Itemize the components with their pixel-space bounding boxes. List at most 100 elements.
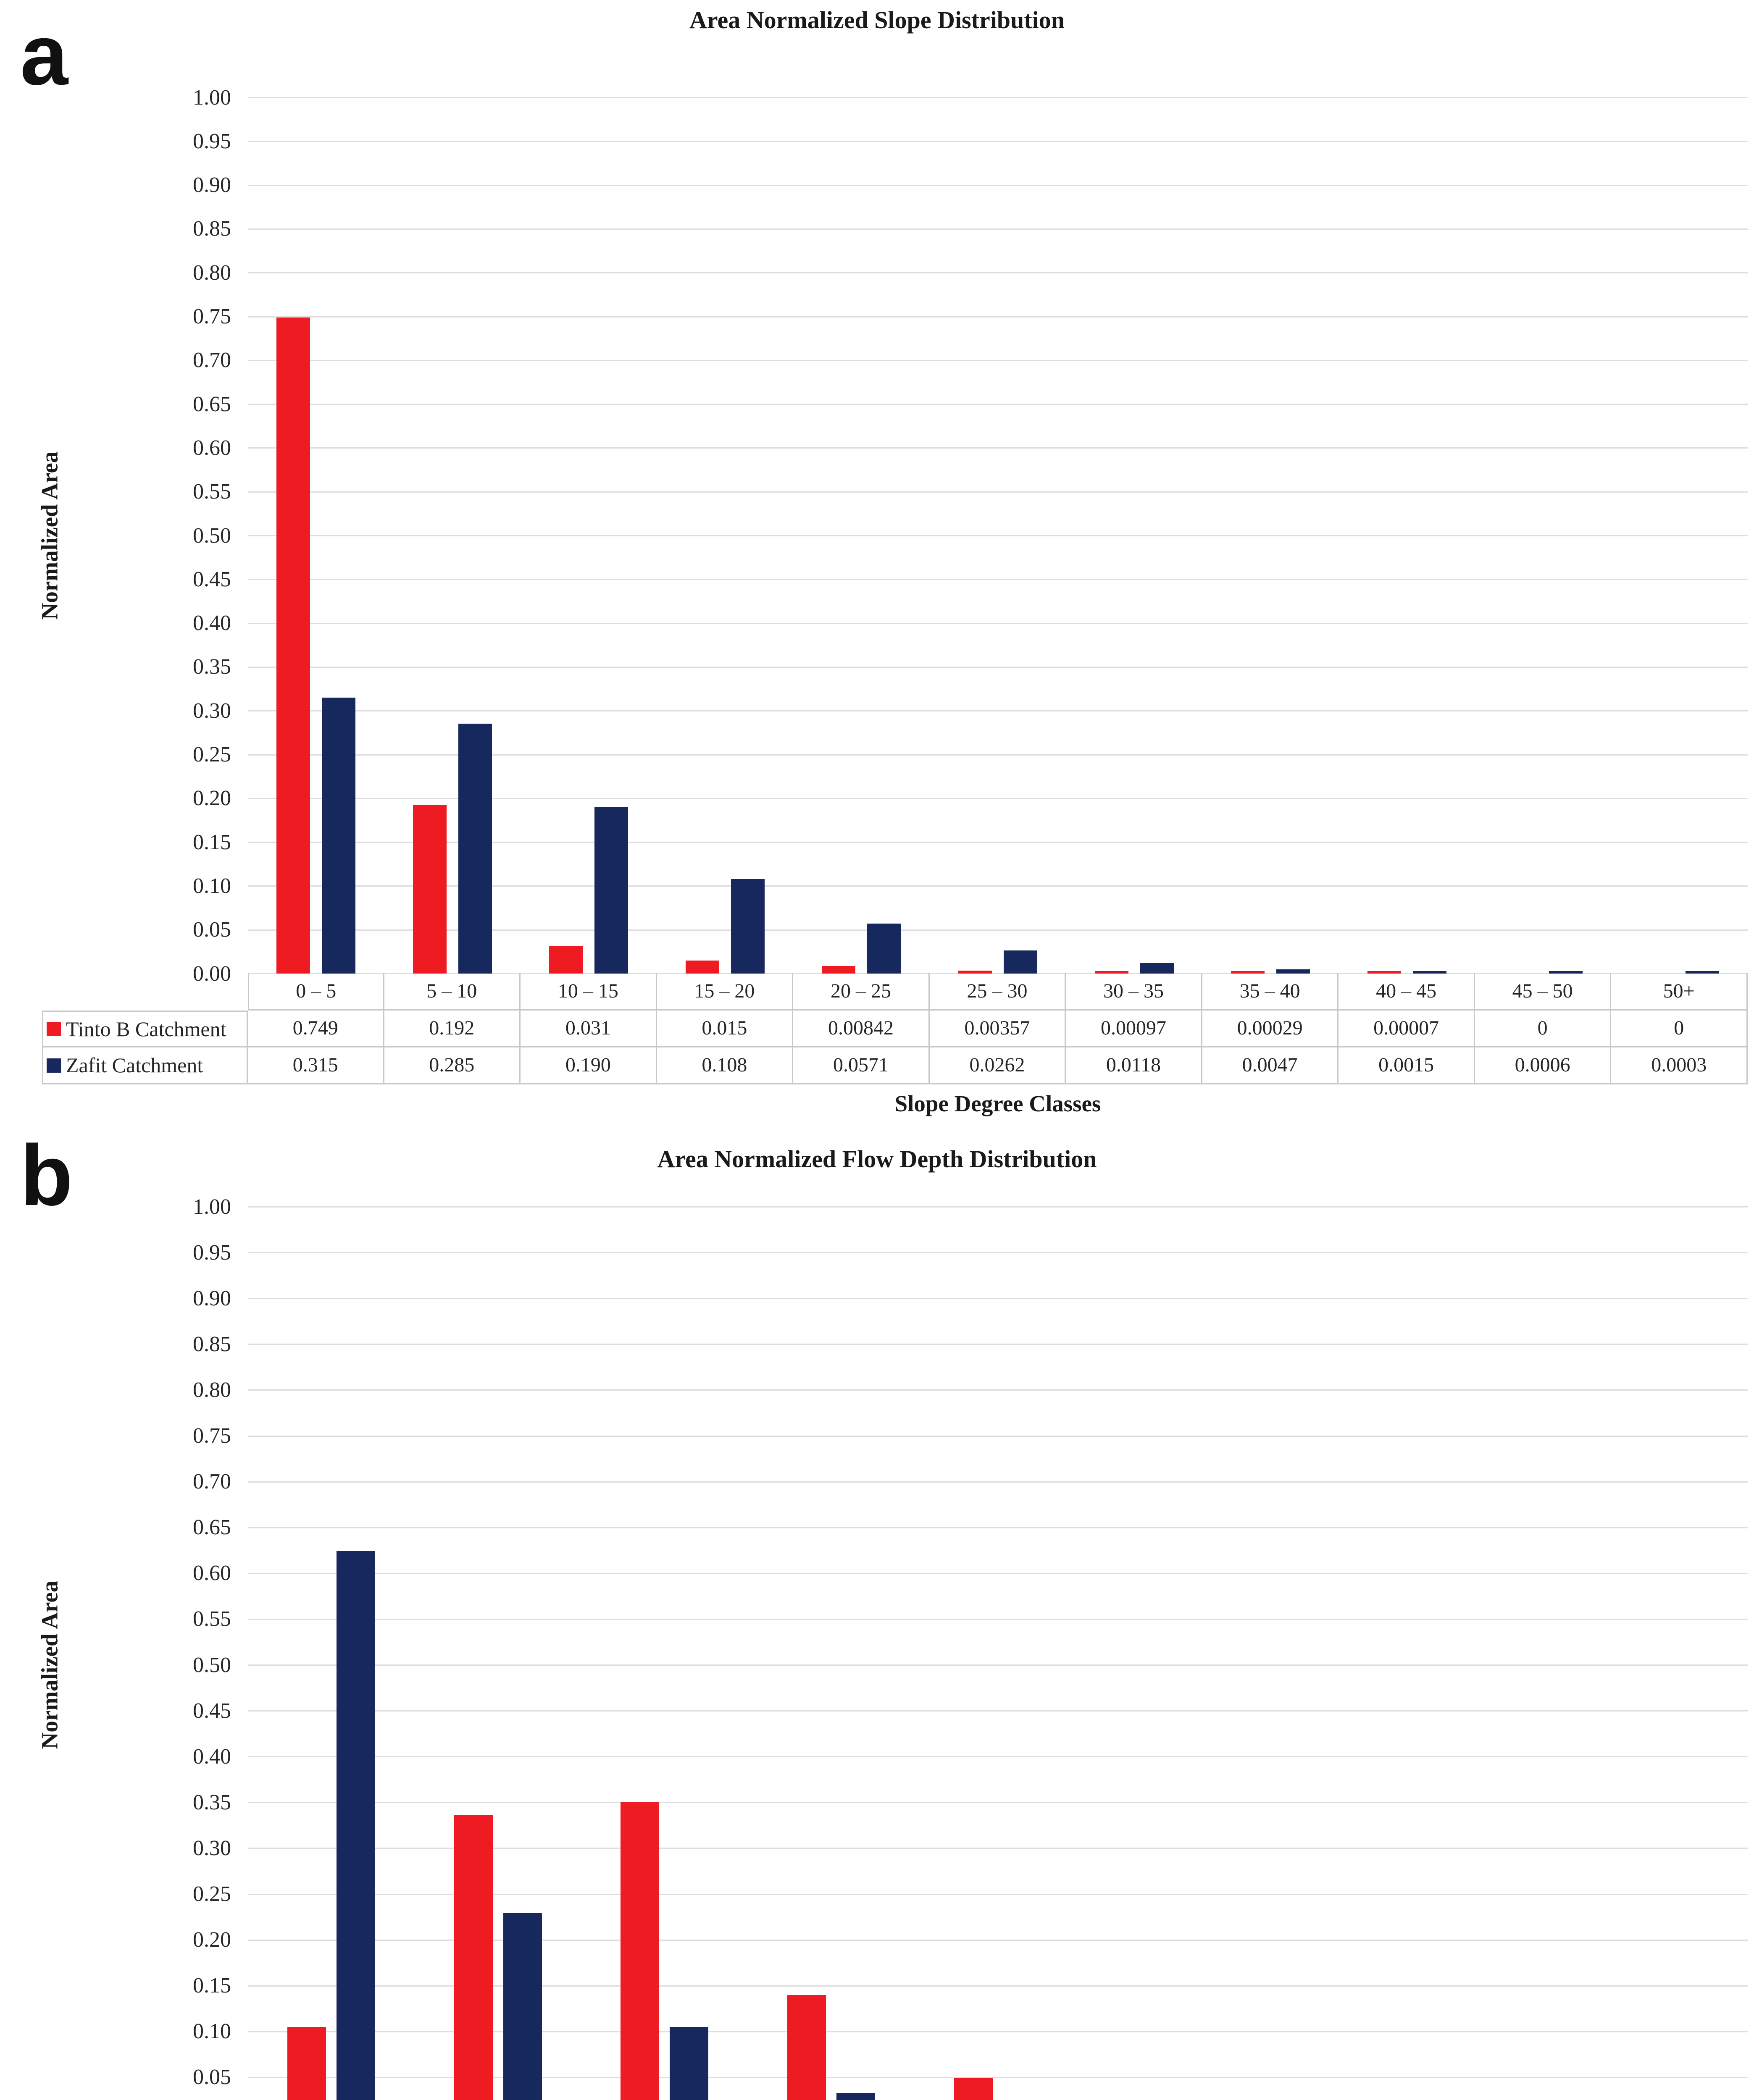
y-tick-label: 0.85	[193, 1332, 231, 1356]
gridline	[248, 710, 1748, 712]
gridline	[248, 1893, 1748, 1895]
gridline	[248, 1206, 1748, 1208]
bar-tinto-b-catchment	[276, 317, 310, 974]
y-tick-label: 0.95	[193, 129, 231, 153]
table-value-cell: 0.0006	[1475, 1047, 1612, 1084]
y-tick-label: 0.80	[193, 1378, 231, 1402]
chart-title-slope: Area Normalized Slope Distribution	[689, 6, 1065, 34]
y-axis-title-slope: Normalized Area	[37, 451, 63, 620]
gridline	[248, 666, 1748, 668]
category-header-cell: 0 – 5	[248, 974, 384, 1011]
gridline	[248, 184, 1748, 186]
bar-tinto-b-catchment	[954, 2078, 993, 2100]
bar-tinto-b-catchment	[1094, 971, 1128, 974]
y-tick-label: 0.65	[193, 392, 231, 416]
y-tick-label: 0.70	[193, 348, 231, 373]
bar-zafit-catchment	[731, 879, 765, 974]
gridline	[248, 1848, 1748, 1849]
data-table-body: Tinto B Catchment 0.749 0.192 0.031 0.015 0.0…	[42, 1011, 1748, 1084]
table-value-cell: 0.015	[657, 1011, 794, 1047]
y-tick-label: 0.45	[193, 567, 231, 591]
bar-zafit-catchment	[1549, 971, 1583, 974]
category-header-cell: 40 – 45	[1339, 974, 1475, 1011]
legend-swatch-tinto-b	[47, 1022, 61, 1036]
gridline	[248, 1618, 1748, 1620]
bar-zafit-catchment	[458, 724, 492, 974]
series-name-label: Zafit Catchment	[66, 1053, 203, 1077]
panel-label-b: b	[20, 1127, 73, 1223]
y-tick-label: 0.75	[193, 1424, 231, 1448]
bar-zafit-catchment	[670, 2026, 709, 2100]
category-header-cell: 50+	[1611, 974, 1748, 1011]
y-tick-label: 0.95	[193, 1240, 231, 1265]
bar-tinto-b-catchment	[549, 946, 583, 974]
category-header-cell: 10 – 15	[521, 974, 657, 1011]
bar-zafit-catchment	[1685, 971, 1719, 974]
table-value-cell: 0.315	[248, 1047, 384, 1084]
chart-title-flow-depth: Area Normalized Flow Depth Distribution	[657, 1145, 1097, 1173]
legend-cell-tinto-b: Tinto B Catchment	[42, 1011, 248, 1047]
y-tick-label: 0.35	[193, 655, 231, 679]
table-value-cell: 0.0015	[1339, 1047, 1475, 1084]
bar-zafit-catchment	[322, 697, 356, 974]
y-tick-label: 0.85	[193, 217, 231, 241]
bar-zafit-catchment	[336, 1551, 375, 2100]
y-tick-label: 0.60	[193, 436, 231, 460]
table-value-cell: 0.0571	[793, 1047, 930, 1084]
table-value-cell: 0.285	[384, 1047, 521, 1084]
y-tick-label: 0.65	[193, 1515, 231, 1540]
gridline	[248, 316, 1748, 318]
gridline	[248, 1572, 1748, 1574]
table-value-cell: 0.0047	[1202, 1047, 1339, 1084]
y-tick-label: 0.00	[193, 961, 231, 986]
gridline	[248, 1664, 1748, 1666]
bar-zafit-catchment	[1276, 969, 1310, 974]
y-tick-label: 0.20	[193, 1928, 231, 1952]
table-value-cell: 0	[1475, 1011, 1612, 1047]
bar-tinto-b-catchment	[1231, 971, 1265, 974]
table-value-cell: 0.031	[521, 1011, 657, 1047]
bar-tinto-b-catchment	[787, 1995, 826, 2100]
y-tick-label: 0.90	[193, 1286, 231, 1310]
table-value-cell: 0.00097	[1066, 1011, 1202, 1047]
bar-tinto-b-catchment	[413, 805, 447, 974]
x-axis-title-slope: Slope Degree Classes	[894, 1091, 1101, 1116]
category-header-cell: 25 – 30	[929, 974, 1066, 1011]
y-tick-label: 0.50	[193, 523, 231, 548]
table-value-cell: 0.00357	[929, 1011, 1066, 1047]
gridline	[248, 622, 1748, 624]
y-tick-label: 0.05	[193, 2065, 231, 2090]
bar-zafit-catchment	[594, 807, 628, 974]
gridline	[248, 1435, 1748, 1437]
gridline	[248, 1802, 1748, 1803]
bar-zafit-catchment	[867, 923, 901, 974]
table-value-cell: 0.00007	[1339, 1011, 1475, 1047]
y-axis-title-flow-depth: Normalized Area	[37, 1580, 63, 1749]
table-value-cell: 0.749	[248, 1011, 384, 1047]
gridline	[248, 2031, 1748, 2032]
gridline	[248, 1939, 1748, 1941]
series-name-label: Tinto B Catchment	[66, 1017, 226, 1041]
category-header-cell: 15 – 20	[657, 974, 794, 1011]
gridline	[248, 272, 1748, 274]
bar-tinto-b-catchment	[822, 966, 856, 974]
y-tick-label: 0.60	[193, 1561, 231, 1586]
y-tick-label: 0.25	[193, 743, 231, 766]
y-tick-label: 0.55	[193, 1607, 231, 1631]
y-tick-label: 0.15	[193, 830, 231, 854]
y-tick-label: 1.00	[193, 1194, 231, 1219]
gridline	[248, 1252, 1748, 1254]
y-tick-label: 0.40	[193, 611, 231, 635]
gridline	[248, 842, 1748, 843]
category-header-cell: 35 – 40	[1202, 974, 1339, 1011]
y-tick-label: 0.75	[193, 304, 231, 328]
y-tick-label: 0.10	[193, 2019, 231, 2044]
table-value-cell: 0.00842	[793, 1011, 930, 1047]
gridline	[248, 1756, 1748, 1758]
gridline	[248, 1481, 1748, 1483]
gridline	[248, 447, 1748, 449]
gridline	[248, 1527, 1748, 1528]
bar-zafit-catchment	[1412, 971, 1446, 974]
